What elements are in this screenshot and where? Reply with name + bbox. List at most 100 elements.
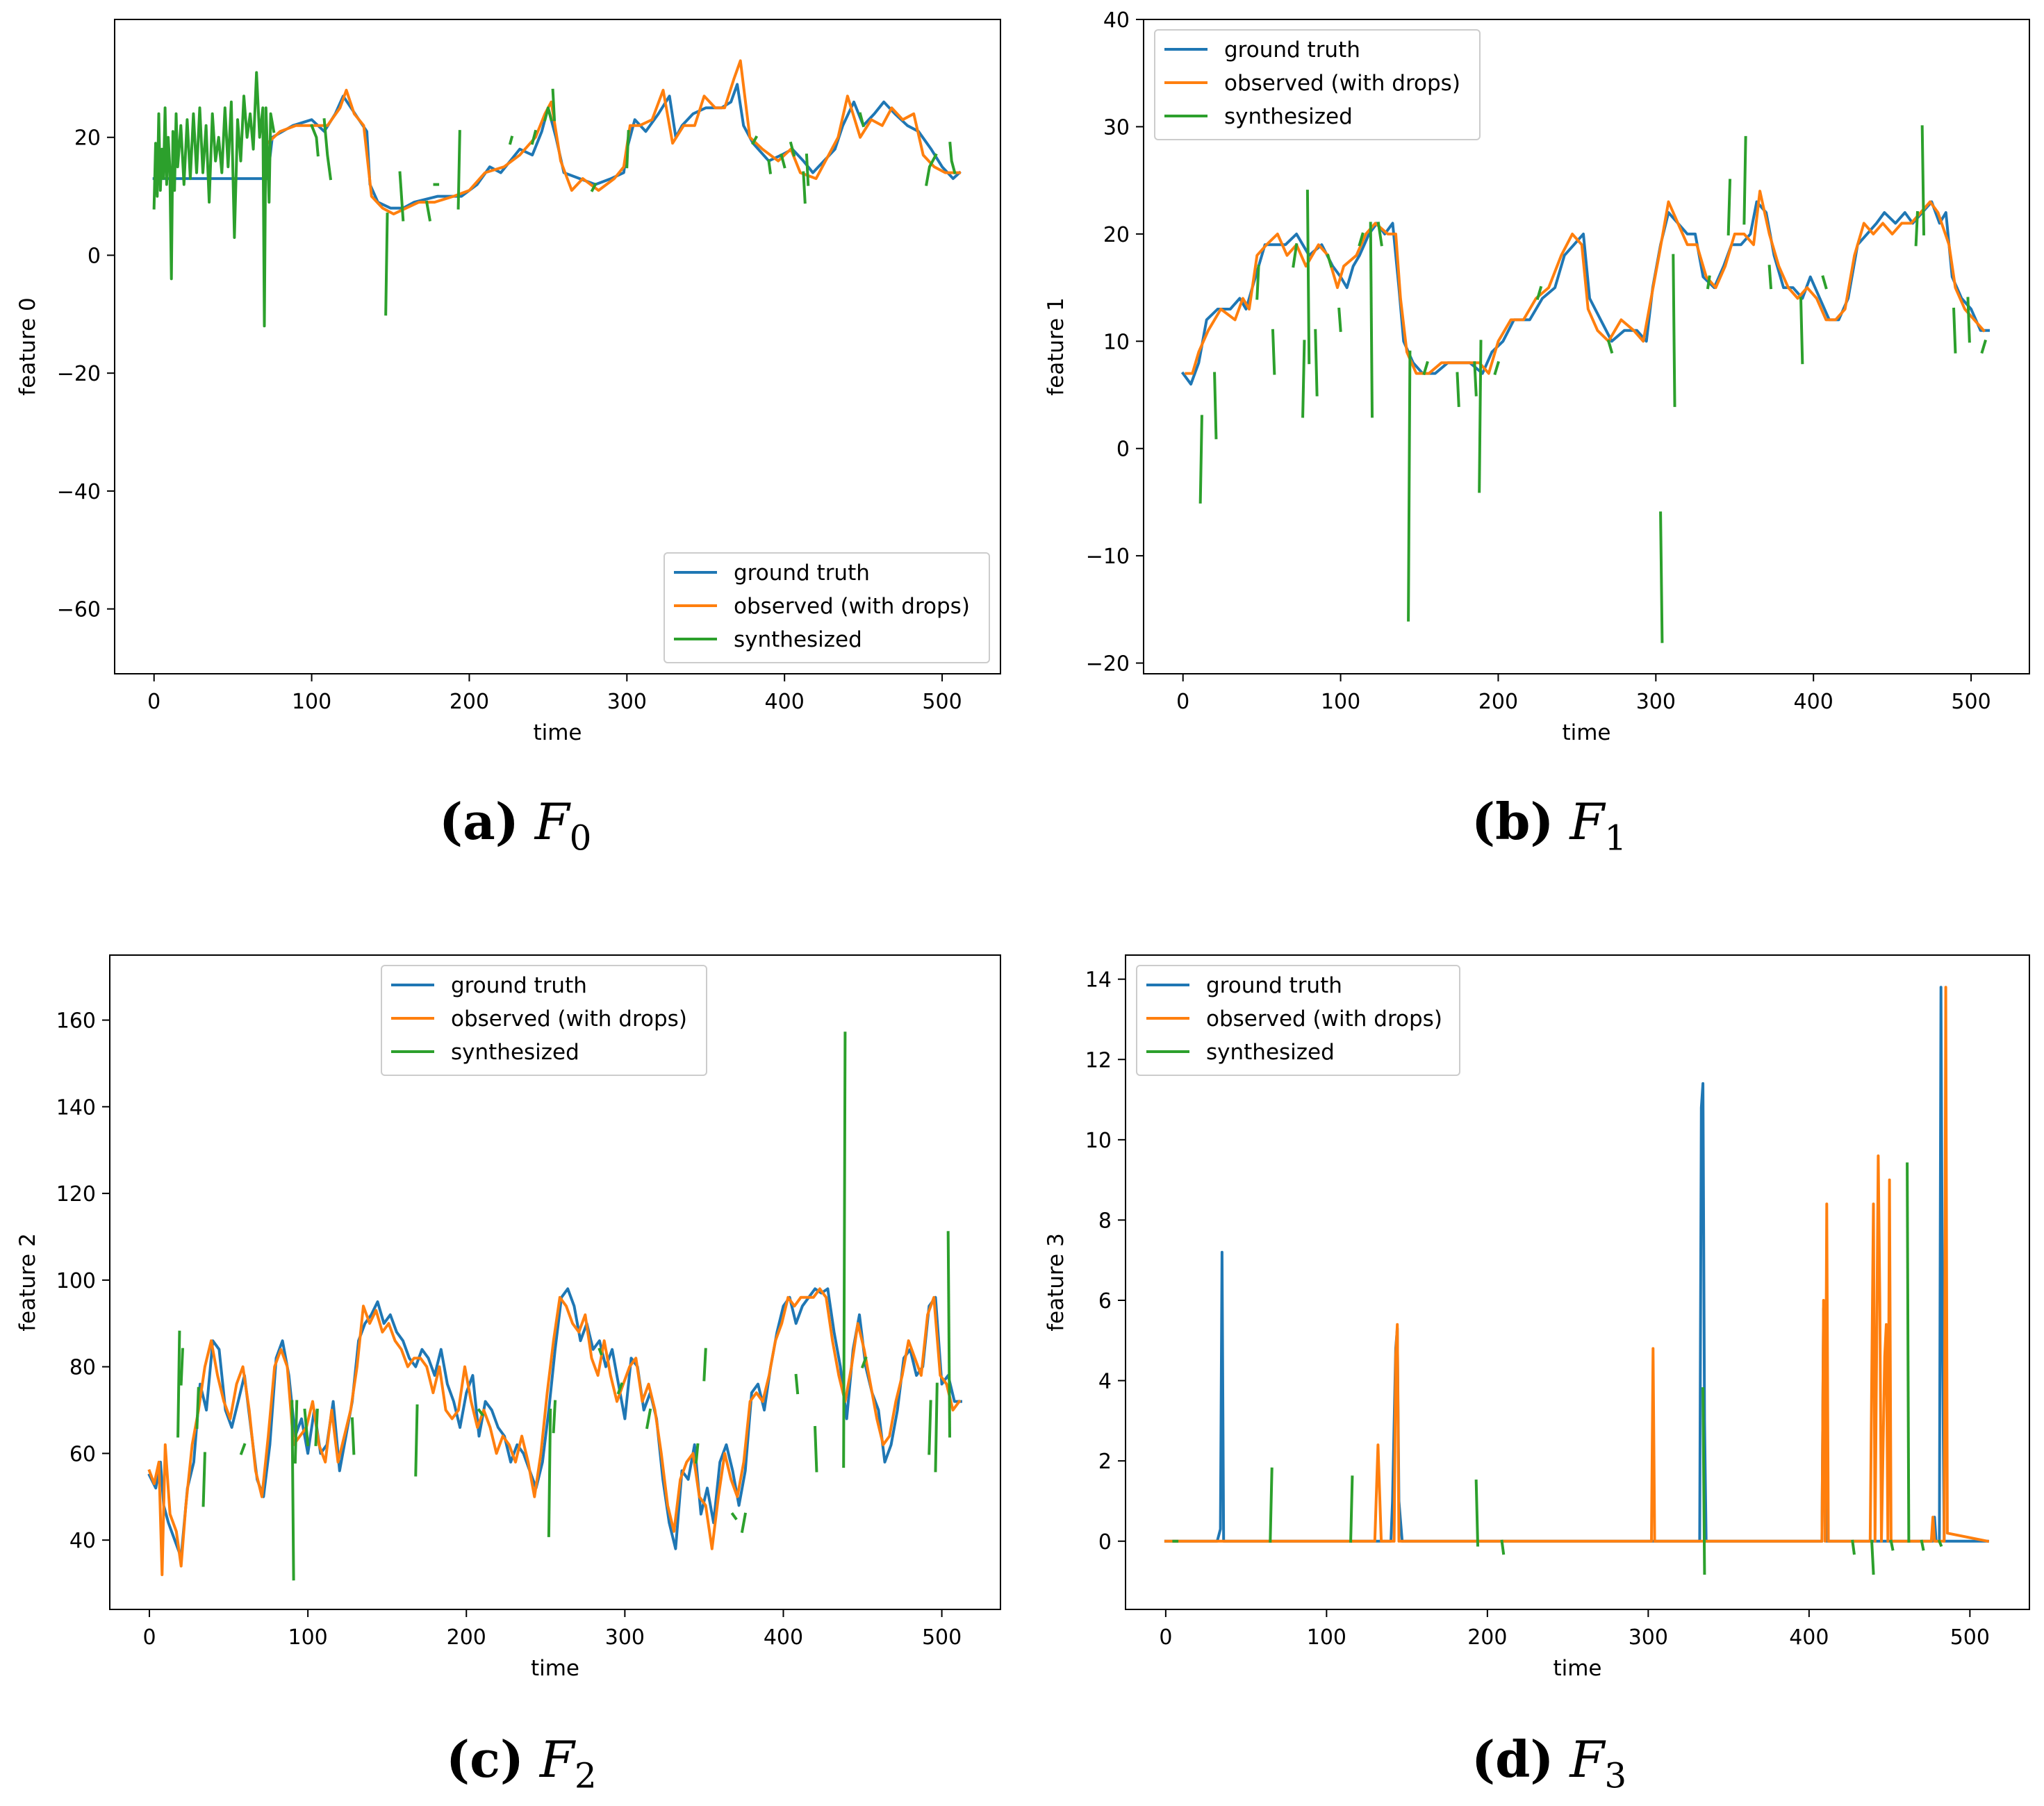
chart-c-series-ground-truth: [147, 1287, 962, 1559]
chart-a-xlabel: time: [533, 720, 582, 745]
caption-c-var: F: [539, 1730, 575, 1789]
chart-a-series-synthesized-line-0: [152, 71, 276, 328]
chart-b-ytick-label-3: 10: [1103, 330, 1130, 354]
chart-b-ytick-label-1: −10: [1086, 545, 1130, 569]
chart-b-xtick-label-0: 0: [1176, 690, 1189, 714]
chart-a-series-synthesized-line-12: [590, 182, 597, 192]
chart-d-legend-label-observed: observed (with drops): [1206, 1006, 1442, 1032]
chart-b-ytick-label-4: 20: [1103, 223, 1130, 247]
chart-c-xtick-label-5: 500: [922, 1625, 962, 1650]
chart-b-series-synthesized-line-21: [1659, 511, 1664, 643]
chart-b-ytick-label-2: 0: [1116, 438, 1130, 462]
caption-a-sub: 0: [569, 818, 592, 859]
caption-b-var: F: [1569, 793, 1605, 851]
chart-d: 0 100 200 300 400 500 0 2 4 6 8 10 12 14 time feature 3…: [1044, 954, 2030, 1681]
chart-b-series-synthesized-line-31: [1952, 307, 1957, 354]
chart-a-ytick-label-1: −40: [57, 480, 101, 504]
chart-c-xtick-label-1: 100: [288, 1625, 328, 1650]
chart-c-ytick-label-0: 40: [69, 1529, 96, 1553]
chart-c-series-synthesized-line-23: [842, 1032, 847, 1468]
chart-c-legend: ground truth observed (with drops) synthes…: [381, 965, 707, 1076]
chart-b-ylabel: feature 1: [1044, 297, 1069, 396]
chart-c-ytick-label-2: 80: [69, 1356, 96, 1380]
chart-a-xtick-label-5: 500: [922, 690, 962, 714]
caption-a-var: F: [534, 793, 570, 851]
chart-b-xtick-label-1: 100: [1321, 690, 1360, 714]
chart-d-series-synthesized-line-1: [1269, 1467, 1274, 1543]
chart-b-legend-label-observed: observed (with drops): [1224, 71, 1460, 96]
chart-b-series-synthesized-line-26: [1767, 265, 1773, 290]
chart-b-series-synthesized-line-28: [1821, 275, 1828, 290]
chart-c-legend-label-observed: observed (with drops): [451, 1006, 687, 1032]
chart-a-series-synthesized-line-4: [398, 171, 405, 222]
chart-a-series-synthesized-line-16: [780, 153, 786, 169]
chart-a-ytick-label-2: −20: [57, 362, 101, 386]
caption-b-letter: (b): [1472, 792, 1554, 851]
caption-a: (a) F0: [439, 792, 591, 858]
chart-c-series-synthesized-line-10: [414, 1404, 419, 1477]
chart-a-series-synthesized-line-3: [384, 213, 389, 316]
chart-b-series-synthesized-line-18: [1493, 361, 1500, 376]
chart-c-ytick-label-4: 120: [56, 1182, 96, 1207]
chart-b-series-synthesized-line-30: [1920, 125, 1926, 235]
chart-b-xtick-label-4: 400: [1794, 690, 1833, 714]
chart-b-xtick-label-3: 300: [1636, 690, 1676, 714]
chart-c-series-synthesized-line-5: [290, 1400, 295, 1581]
chart-a-xtick-label-3: 300: [607, 690, 647, 714]
chart-a-series-synthesized-line-7: [456, 130, 461, 210]
chart-d-series-synthesized-line-3: [1474, 1480, 1480, 1547]
chart-b-xtick-label-5: 500: [1951, 690, 1991, 714]
chart-c-series-synthesized-line-27: [946, 1231, 952, 1438]
chart-c-series-synthesized-line-18: [702, 1348, 707, 1382]
chart-c-series-synthesized-line-11: [477, 1408, 484, 1417]
chart-b-series-synthesized-line-6: [1305, 190, 1311, 365]
chart-c-series-synthesized-line-19: [730, 1512, 738, 1521]
caption-c-sub: 2: [574, 1755, 597, 1796]
chart-b-series-synthesized-line-1: [1213, 372, 1218, 440]
chart-d-series-synthesized-line-5: [1701, 1387, 1706, 1575]
chart-b-lines: [1180, 125, 1990, 643]
chart-b-series-synthesized-line-24: [1726, 179, 1732, 235]
chart-a-lines: [152, 59, 962, 328]
chart-b-legend-label-ground-truth: ground truth: [1224, 38, 1360, 63]
chart-b-series-synthesized-line-9: [1337, 307, 1342, 332]
caption-d-sub: 3: [1604, 1755, 1627, 1796]
chart-a-legend: ground truth observed (with drops) synthes…: [664, 552, 990, 663]
chart-b-series-synthesized-line-3: [1271, 329, 1276, 375]
chart-a-series-synthesized-line-13: [625, 130, 630, 169]
chart-c-xtick-label-0: 0: [142, 1625, 156, 1650]
chart-d-series-synthesized-line-6: [1851, 1539, 1856, 1555]
chart-b-series-synthesized-line-20: [1606, 339, 1614, 354]
chart-c-series-synthesized-line-3: [201, 1452, 206, 1507]
chart-b-series-synthesized-line-13: [1407, 350, 1412, 622]
chart-c-series-synthesized-line-15: [616, 1382, 624, 1395]
chart-d-series-synthesized-line-10: [1920, 1539, 1925, 1551]
chart-c-series-synthesized-line-9: [350, 1417, 356, 1455]
chart-a-series-ground-truth-line-0: [152, 83, 962, 210]
chart-d-series-synthesized: [1172, 1162, 1943, 1575]
chart-d-ytick-label-7: 14: [1085, 968, 1112, 993]
chart-c-xtick-label-4: 400: [764, 1625, 803, 1650]
chart-a-xtick-label-4: 400: [765, 690, 805, 714]
caption-c-letter: (c): [446, 1730, 524, 1789]
chart-d-legend-label-synthesized: synthesized: [1206, 1040, 1335, 1065]
chart-a-series-synthesized-line-18: [802, 171, 807, 204]
chart-b-series-synthesized: [1198, 125, 1987, 643]
chart-b-legend-label-synthesized: synthesized: [1224, 104, 1353, 129]
chart-a-series-synthesized-line-10: [543, 106, 553, 122]
chart-a-series-synthesized-line-11: [551, 88, 557, 122]
chart-a-series-synthesized-line-17: [789, 141, 796, 157]
chart-a-legend-label-ground-truth: ground truth: [734, 561, 870, 586]
chart-c-series-synthesized-line-8: [314, 1408, 319, 1446]
chart-d-series-synthesized-line-9: [1906, 1162, 1911, 1543]
chart-a-series-ground-truth: [152, 83, 962, 210]
chart-d-ytick-label-1: 2: [1098, 1450, 1112, 1474]
chart-a-xtick-label-1: 100: [292, 690, 331, 714]
chart-b-series-observed-line-0: [1185, 190, 1986, 375]
chart-c-series-synthesized-line-16: [645, 1408, 652, 1430]
chart-c-series-synthesized-line-6: [293, 1400, 299, 1464]
chart-c-frame: [109, 954, 1001, 1610]
chart-b-series-synthesized-line-5: [1301, 340, 1306, 418]
chart-d-legend: ground truth observed (with drops) synthes…: [1136, 965, 1460, 1076]
